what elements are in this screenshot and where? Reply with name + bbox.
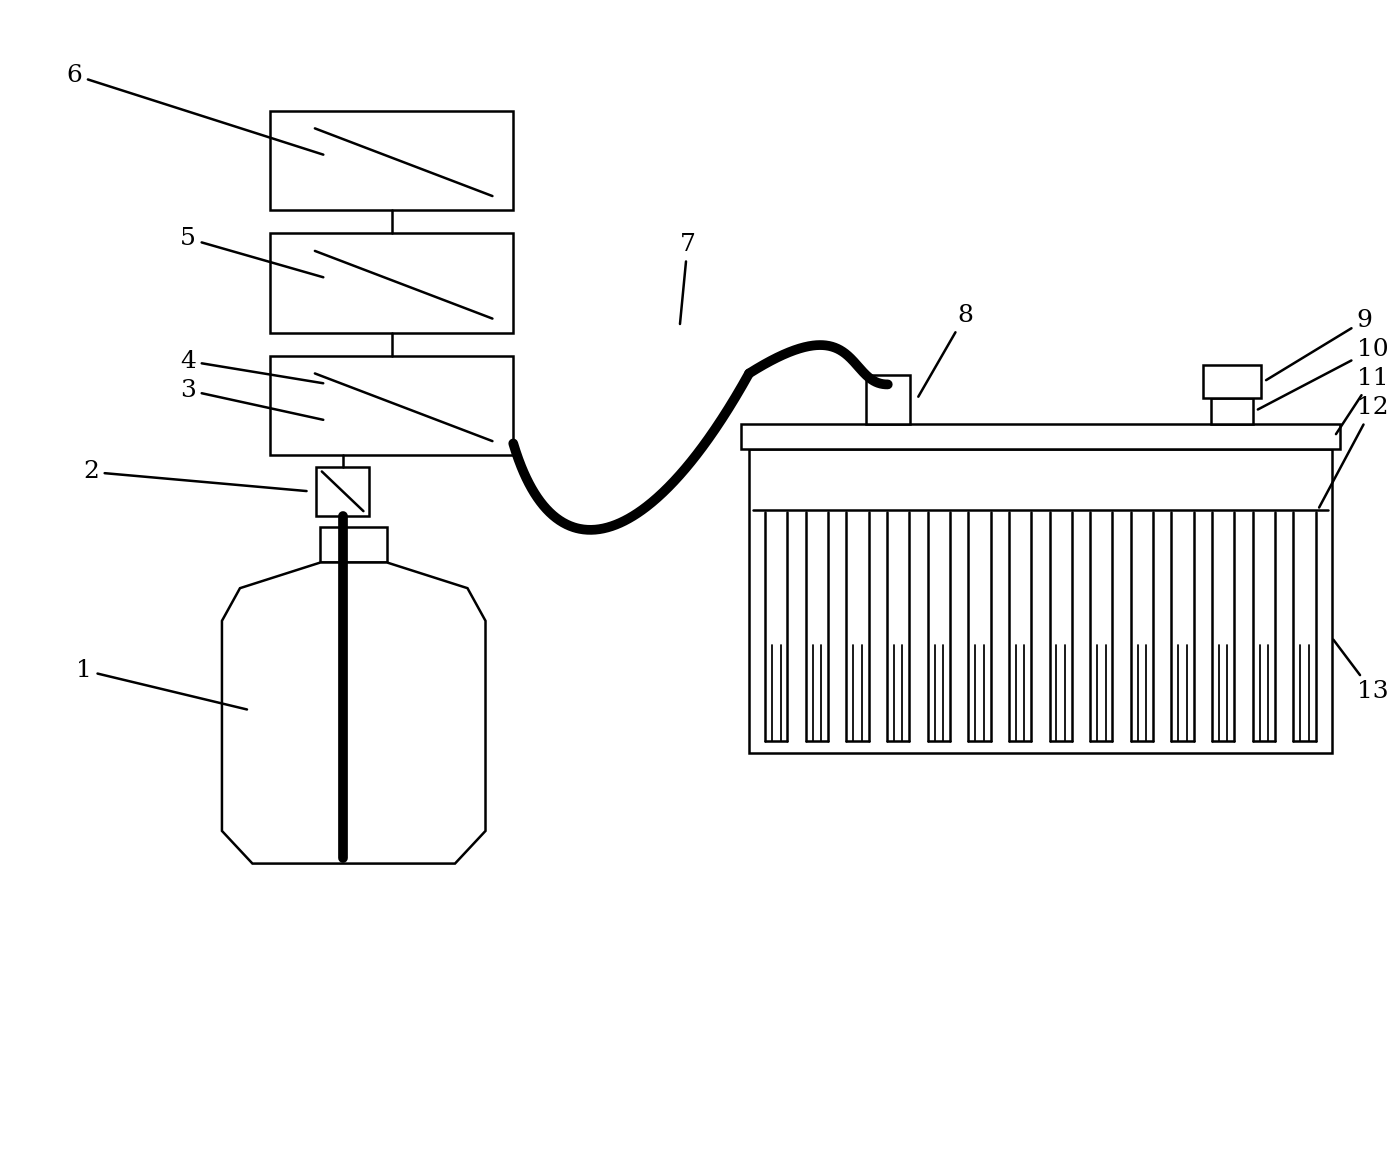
Bar: [317, 467, 370, 516]
Bar: [271, 356, 513, 455]
Text: 7: 7: [679, 233, 696, 324]
Bar: [865, 375, 910, 424]
Text: 5: 5: [180, 228, 324, 278]
Text: 1: 1: [77, 659, 247, 710]
Text: 9: 9: [1267, 309, 1373, 380]
Bar: [321, 527, 386, 562]
Text: 8: 8: [918, 305, 974, 397]
Bar: [1211, 398, 1253, 424]
Bar: [271, 111, 513, 210]
Text: 2: 2: [84, 461, 307, 491]
Bar: [1202, 365, 1261, 398]
Text: 13: 13: [1334, 640, 1388, 703]
Text: 6: 6: [67, 64, 324, 155]
Bar: [741, 424, 1341, 449]
Text: 10: 10: [1258, 338, 1388, 410]
Bar: [271, 233, 513, 333]
Bar: [749, 449, 1332, 753]
Text: 12: 12: [1320, 397, 1388, 508]
Text: 11: 11: [1336, 368, 1388, 434]
Polygon shape: [222, 562, 485, 864]
Text: 3: 3: [180, 379, 324, 420]
Text: 4: 4: [180, 350, 324, 383]
